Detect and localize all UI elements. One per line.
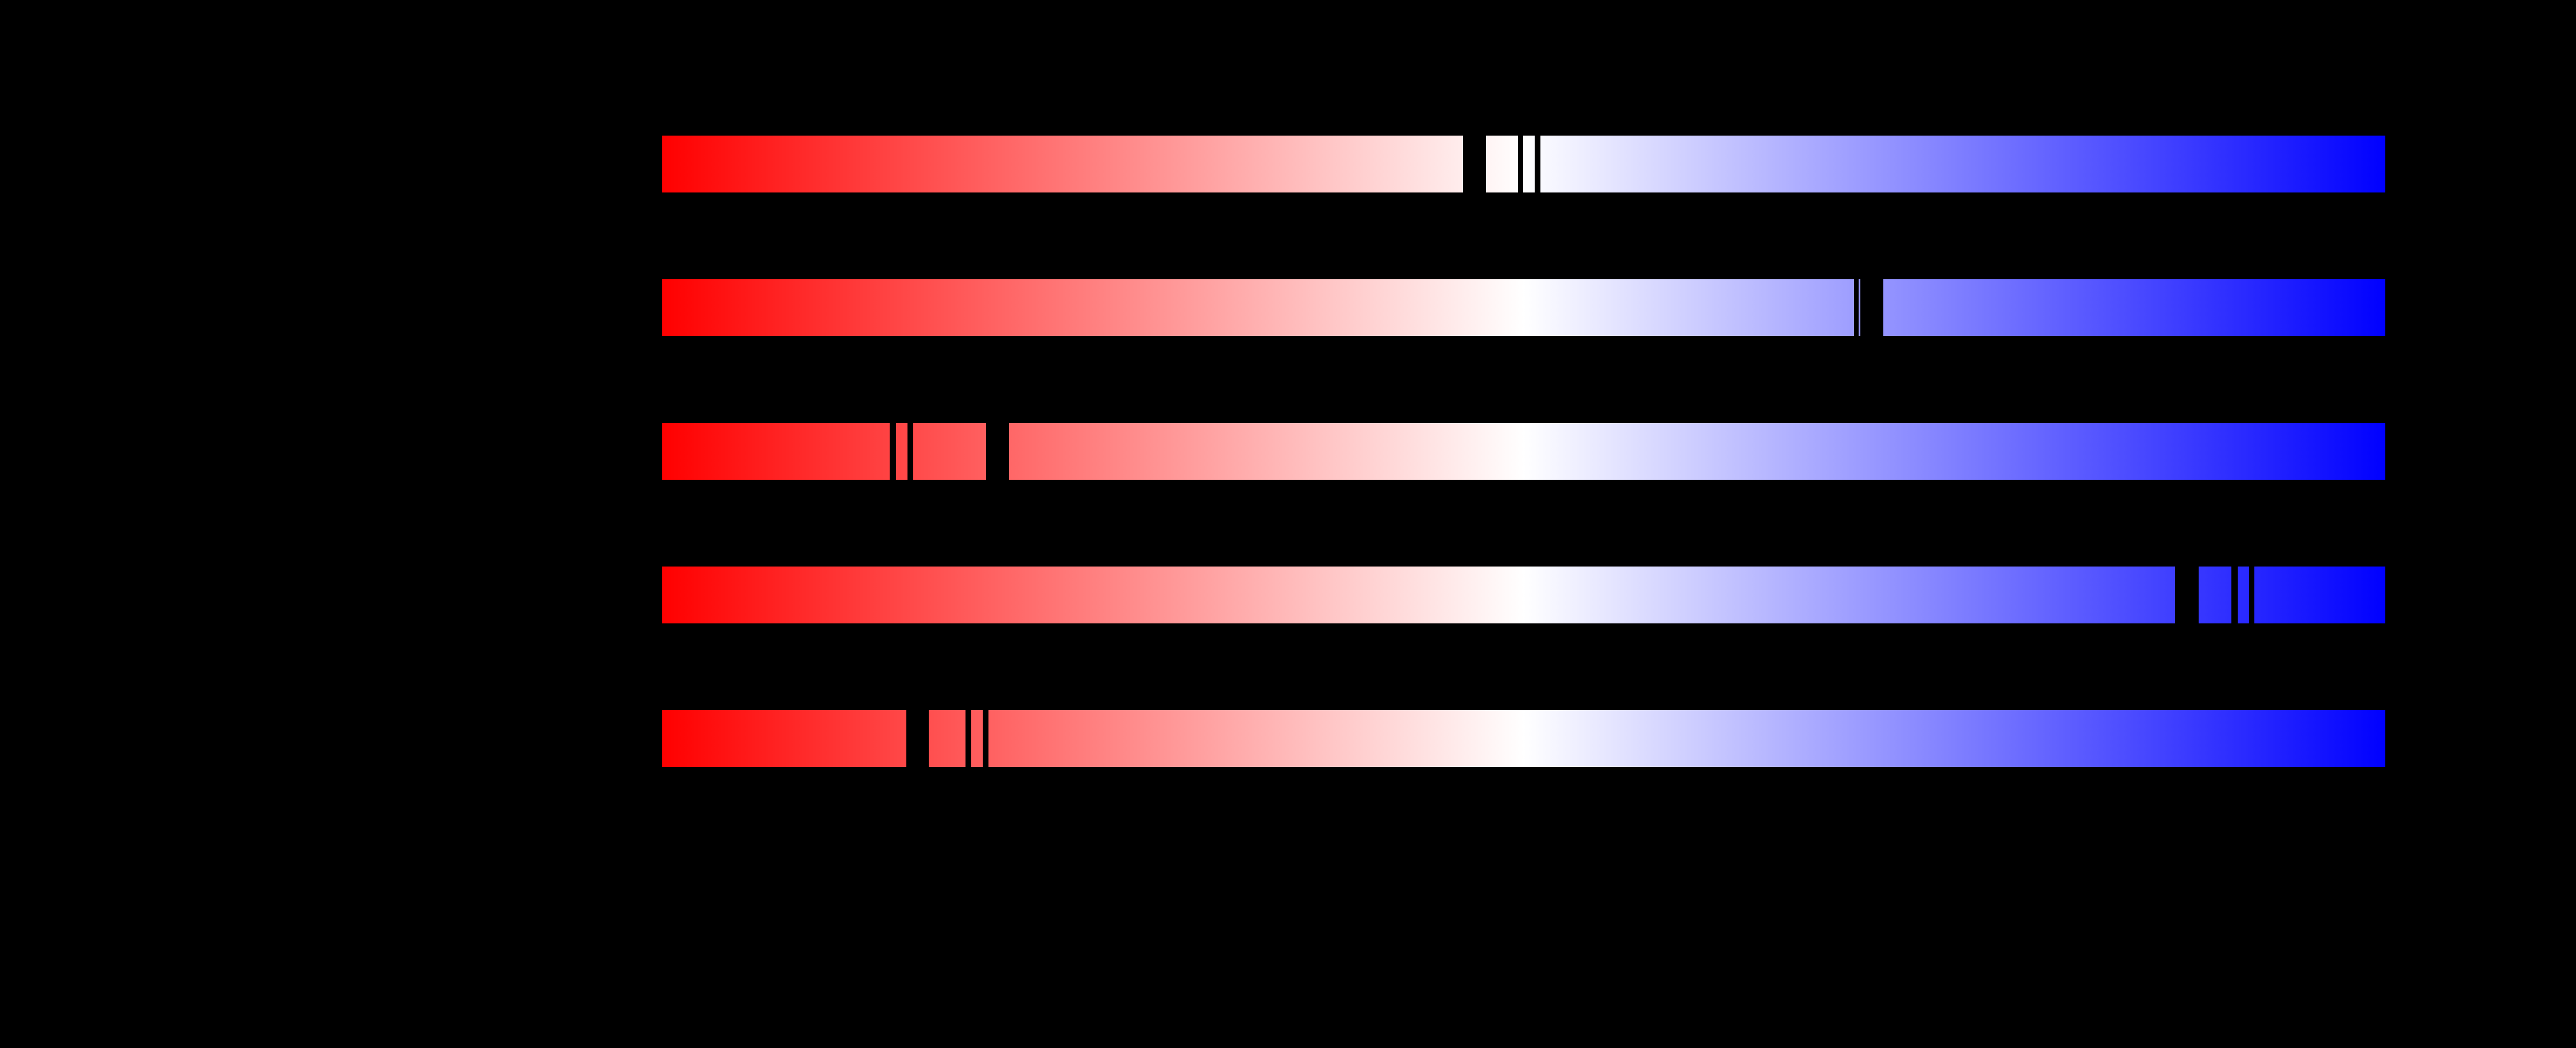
thin-marker-tick	[1535, 136, 1540, 192]
thick-marker-tick	[1860, 279, 1883, 336]
thin-marker-tick	[1854, 279, 1859, 336]
thin-marker-tick	[890, 423, 896, 480]
thin-marker-tick	[1518, 136, 1523, 192]
thick-marker-tick	[1463, 136, 1486, 192]
thick-marker-tick	[906, 710, 929, 767]
thin-marker-tick	[2249, 567, 2254, 623]
gradient-bar	[662, 279, 2385, 336]
gradient-bar	[662, 423, 2385, 480]
thin-marker-tick	[983, 710, 988, 767]
thin-marker-tick	[907, 423, 913, 480]
thin-marker-tick	[2231, 567, 2238, 623]
thick-marker-tick	[986, 423, 1009, 480]
gradient-bar	[662, 136, 2385, 192]
gradient-bar	[662, 567, 2385, 623]
thin-marker-tick	[965, 710, 971, 767]
gradient-bar	[662, 710, 2385, 767]
thick-marker-tick	[2175, 567, 2199, 623]
